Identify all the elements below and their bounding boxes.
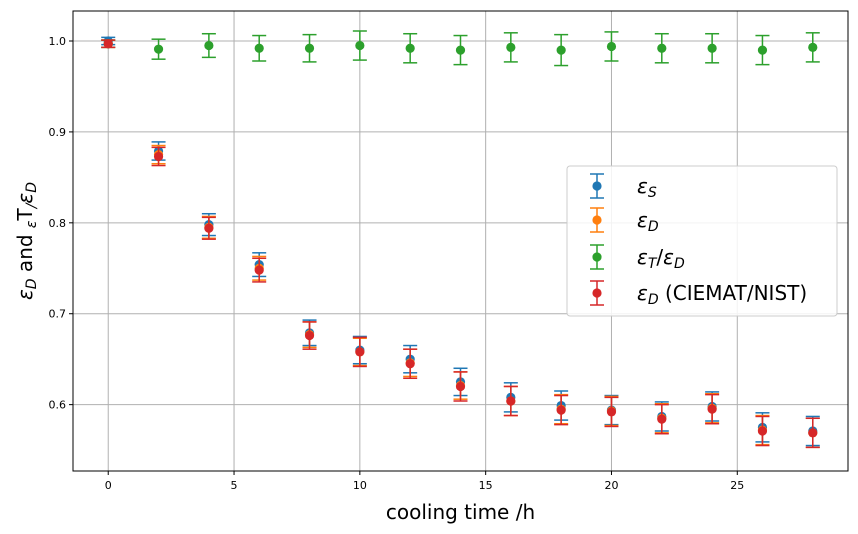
data-point [355,347,365,357]
plot-frame [72,10,849,472]
data-point [757,45,768,55]
legend-label: εS [637,174,657,201]
data-point [455,381,466,392]
data-point [254,265,264,275]
legend-marker [592,288,602,298]
data-point [556,45,566,55]
data-point [556,405,566,415]
legend: εS εD εT/εD εD (CIEMAT/NIST) [566,165,838,317]
legend-box [566,165,838,317]
x-tick-label: 25 [730,479,744,492]
ticks: 0 5 10 15 20 25 0.6 0.7 0.8 0.9 1.0 [49,35,745,492]
data-point [808,42,818,52]
legend-entry-3: εT/εD [590,244,685,272]
x-tick-label: 15 [479,479,493,492]
x-tick-label: 5 [231,479,238,492]
legend-marker [592,252,602,262]
y-tick-label: 0.8 [49,217,67,230]
legend-entry-2: εD [590,207,659,235]
series-layer [101,30,820,449]
data-point [405,359,415,369]
data-point [506,42,516,52]
data-point [204,223,214,233]
data-point [657,43,667,53]
data-point [808,428,818,438]
data-point [153,44,164,54]
y-tick-label: 0.6 [49,399,67,412]
data-point [606,41,617,52]
data-point [707,404,717,414]
data-point [657,414,667,424]
data-point [707,43,717,53]
data-point [455,45,466,55]
y-tick-label: 1.0 [49,35,67,48]
data-point [606,407,617,417]
data-point [757,426,768,436]
legend-entry-1: εS [590,173,657,201]
legend-label: εD [637,208,659,235]
legend-label: εT/εD [637,245,685,272]
series-4 [101,39,820,449]
x-tick-label: 20 [604,479,618,492]
data-point [506,396,516,406]
x-axis-label: cooling time /h [386,500,535,524]
y-tick-label: 0.7 [49,308,67,321]
data-point [304,330,315,341]
data-point [304,43,315,53]
data-point [204,40,214,51]
data-point [103,39,113,49]
legend-entry-4: εD (CIEMAT/NIST) [590,280,807,308]
legend-label: εD (CIEMAT/NIST) [637,281,807,308]
x-tick-label: 0 [105,479,112,492]
y-axis-label: εD and εT/εD [13,182,40,300]
series-3 [101,30,820,67]
data-point [405,43,415,53]
data-point [153,151,164,162]
legend-marker [592,215,602,225]
data-point [254,43,264,53]
legend-marker [592,181,602,191]
y-tick-label: 0.9 [49,126,67,139]
data-point [355,40,365,51]
x-tick-label: 10 [353,479,367,492]
